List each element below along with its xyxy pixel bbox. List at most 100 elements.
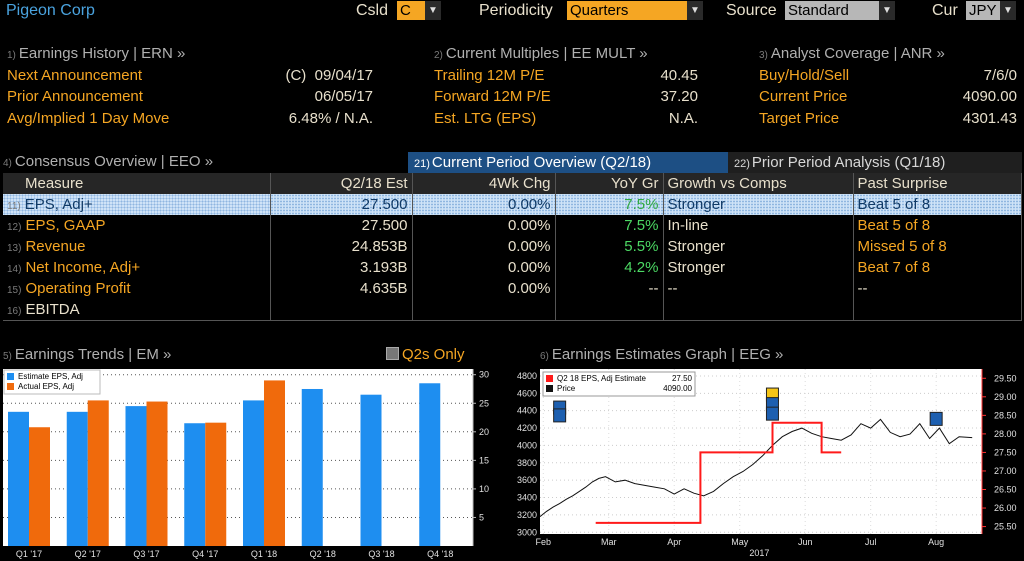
estimate-bar — [66, 411, 88, 546]
x-tick-label: Q2 '18 — [310, 549, 336, 559]
x-tick-label: Q4 '17 — [192, 549, 218, 559]
measure-cell: 11) EPS, Adj+ — [3, 194, 271, 215]
earnings-estimates-graph-title[interactable]: 6) Earnings Estimates Graph | EEG » — [540, 346, 784, 363]
x-tick-label: Q1 '18 — [251, 549, 277, 559]
x-tick-label: Mar — [601, 537, 617, 547]
right-tick-label: 25.50 — [994, 522, 1017, 532]
estimate-cell: 3.193B — [270, 257, 413, 278]
legend-value: 27.50 — [672, 374, 693, 383]
y-tick-label: 5 — [479, 512, 484, 522]
periodicity-label: Periodicity — [479, 2, 553, 19]
consensus-overview-title[interactable]: 4) Consensus Overview | EEO » — [3, 153, 214, 170]
x-tick-label: Aug — [928, 537, 944, 547]
current-multiples-title[interactable]: 2) Current Multiples | EE MULT » — [434, 45, 648, 62]
analyst-coverage-title[interactable]: 3) Analyst Coverage | ANR » — [759, 45, 945, 62]
column-header-growth-vs-comps[interactable]: Growth vs Comps — [663, 173, 854, 194]
left-tick-label: 4600 — [517, 388, 537, 398]
currency-dropdown[interactable]: JPY — [966, 1, 1000, 20]
measure-cell: 12) EPS, GAAP — [3, 215, 271, 236]
price-line — [539, 418, 973, 517]
csld-dropdown[interactable]: C — [397, 1, 425, 20]
right-tick-label: 29.50 — [994, 373, 1017, 383]
actual-bar — [205, 422, 227, 546]
legend-swatch — [546, 375, 553, 382]
column-header-yoy-gr[interactable]: YoY Gr — [555, 173, 664, 194]
estimate-bar — [360, 394, 382, 546]
chevron-down-icon[interactable]: ▼ — [687, 1, 703, 20]
earnings-trends-chart: 5 10 15 20 25 30 Q1 '17 Q2 '17 Q3 '17 Q4 '17 Q1 '1… — [3, 369, 489, 559]
change-cell: 0.00% — [412, 236, 556, 257]
table-row[interactable]: 11) EPS, Adj+ 27.500 0.00% 7.5% Stronger … — [3, 194, 1022, 215]
estimate-cell: 24.853B — [270, 236, 413, 257]
surprise-cell: -- — [853, 278, 1022, 299]
right-tick-label: 26.00 — [994, 503, 1017, 513]
table-row[interactable]: 16) EBITDA — [3, 299, 1022, 320]
estimate-cell: 27.500 — [270, 215, 413, 236]
table-row[interactable]: 14) Net Income, Adj+ 3.193B 0.00% 4.2% St… — [3, 257, 1022, 278]
prior-announcement-label: Prior Announcement — [7, 88, 143, 105]
estimate-cell: 4.635B — [270, 278, 413, 299]
chevron-down-icon[interactable]: ▼ — [1000, 1, 1016, 20]
y-tick-label: 25 — [479, 398, 489, 408]
earnings-trends-title[interactable]: 5) Earnings Trends | EM » — [3, 346, 172, 363]
avg-implied-move-label: Avg/Implied 1 Day Move — [7, 110, 170, 127]
buy-hold-sell-value: 7/6/0 — [983, 67, 1017, 84]
event-marker-icon — [553, 408, 567, 423]
x-tick-label: Q2 '17 — [75, 549, 101, 559]
next-announcement-value: (C) 09/04/17 — [285, 67, 373, 84]
estimate-bar — [419, 383, 441, 546]
trailing-pe-value: 40.45 — [660, 67, 698, 84]
right-tick-label: 26.50 — [994, 485, 1017, 495]
left-tick-label: 4000 — [517, 440, 537, 450]
change-cell: 0.00% — [412, 194, 556, 215]
q2s-only-toggle[interactable]: Q2s Only — [386, 346, 465, 363]
chevron-down-icon[interactable]: ▼ — [879, 1, 895, 20]
yoy-cell — [555, 299, 664, 320]
source-dropdown[interactable]: Standard — [785, 1, 879, 20]
x-tick-label: Q3 '17 — [133, 549, 159, 559]
forward-pe-value: 37.20 — [660, 88, 698, 105]
table-row[interactable]: 12) EPS, GAAP 27.500 0.00% 7.5% In-line B… — [3, 215, 1022, 236]
legend-value: 4090.00 — [663, 384, 692, 393]
tab-prior-period-analysis[interactable]: 22) Prior Period Analysis (Q1/18) — [728, 152, 1022, 173]
next-announcement-label: Next Announcement — [7, 67, 143, 84]
surprise-cell: Missed 5 of 8 — [853, 236, 1022, 257]
legend-label: Actual EPS, Adj — [18, 382, 74, 391]
x-tick-label: Q4 '18 — [427, 549, 453, 559]
change-cell: 0.00% — [412, 215, 556, 236]
avg-implied-move-value: 6.48% / N.A. — [288, 110, 373, 127]
estimate-cell: 27.500 — [270, 194, 413, 215]
growth-cell: Stronger — [663, 257, 854, 278]
earnings-history-title[interactable]: 1) Earnings History | ERN » — [7, 45, 186, 62]
yoy-cell: 5.5% — [555, 236, 664, 257]
left-tick-label: 4400 — [517, 406, 537, 416]
x-tick-label: May — [731, 537, 749, 547]
table-row[interactable]: 15) Operating Profit 4.635B 0.00% -- -- -… — [3, 278, 1022, 299]
estimate-bar — [243, 400, 264, 546]
table-row[interactable]: 13) Revenue 24.853B 0.00% 5.5% Stronger M… — [3, 236, 1022, 257]
earnings-estimates-graph: 3000 3200 3400 3600 3800 4000 4200 4400 4600 4800… — [517, 369, 1017, 558]
change-cell: 0.00% — [412, 278, 556, 299]
y-tick-label: 20 — [479, 427, 489, 437]
checkbox-icon[interactable] — [386, 347, 399, 360]
est-ltg-label: Est. LTG (EPS) — [434, 110, 537, 127]
periodicity-dropdown[interactable]: Quarters — [567, 1, 687, 20]
column-header-past-surprise[interactable]: Past Surprise — [853, 173, 1022, 194]
legend-swatch — [546, 385, 553, 392]
column-header-measure[interactable]: Measure — [3, 173, 271, 194]
actual-bar — [264, 380, 285, 546]
left-tick-label: 3200 — [517, 510, 537, 520]
x-tick-label: Jun — [798, 537, 813, 547]
prior-announcement-value: 06/05/17 — [314, 88, 373, 105]
currency-label: Cur — [932, 2, 958, 19]
chevron-down-icon[interactable]: ▼ — [425, 1, 441, 20]
tab-current-period-overview[interactable]: 21) Current Period Overview (Q2/18) — [408, 152, 728, 173]
growth-cell: In-line — [663, 215, 854, 236]
legend-label: Price — [557, 384, 576, 393]
event-marker-icon — [765, 406, 779, 421]
column-header-4wk-chg[interactable]: 4Wk Chg — [412, 173, 556, 194]
right-tick-label: 29.00 — [994, 392, 1017, 402]
x-tick-label: Q3 '18 — [368, 549, 394, 559]
column-header-q2-18-est[interactable]: Q2/18 Est — [270, 173, 413, 194]
x-tick-label: Q1 '17 — [16, 549, 42, 559]
